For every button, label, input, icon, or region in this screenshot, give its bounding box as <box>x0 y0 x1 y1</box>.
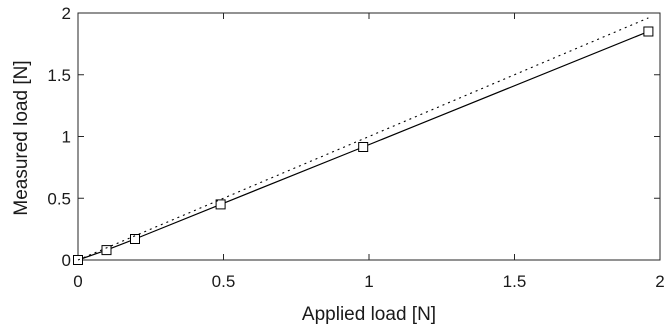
y-tick-label: 0 <box>62 251 71 270</box>
y-tick-label: 1 <box>62 128 71 147</box>
axes-frame <box>77 12 661 261</box>
x-tick-label: 0.5 <box>212 272 236 291</box>
x-tick-label: 0 <box>73 272 82 291</box>
data-point-square <box>358 142 369 152</box>
x-axis-ticks: 0 0.5 1 1.5 2 <box>73 13 664 291</box>
data-point-square <box>101 245 112 256</box>
series-layer <box>73 17 654 265</box>
x-tick-label: 2 <box>655 272 664 291</box>
x-tick-label: 1 <box>364 272 373 291</box>
y-tick-label: 1.5 <box>47 66 71 85</box>
data-point-square <box>130 234 140 244</box>
x-tick-label: 1.5 <box>503 272 527 291</box>
y-axis-ticks: 0 0.5 1 1.5 2 <box>47 4 660 270</box>
data-point-square <box>643 26 654 37</box>
y-tick-label: 0.5 <box>47 189 71 208</box>
x-axis-label: Applied load [N] <box>302 304 436 325</box>
data-point-square <box>215 199 226 210</box>
reference-dotted-line <box>77 17 649 261</box>
y-tick-label: 2 <box>62 4 71 23</box>
y-axis-label: Measured load [N] <box>11 60 32 215</box>
plot-area-box <box>77 12 661 261</box>
